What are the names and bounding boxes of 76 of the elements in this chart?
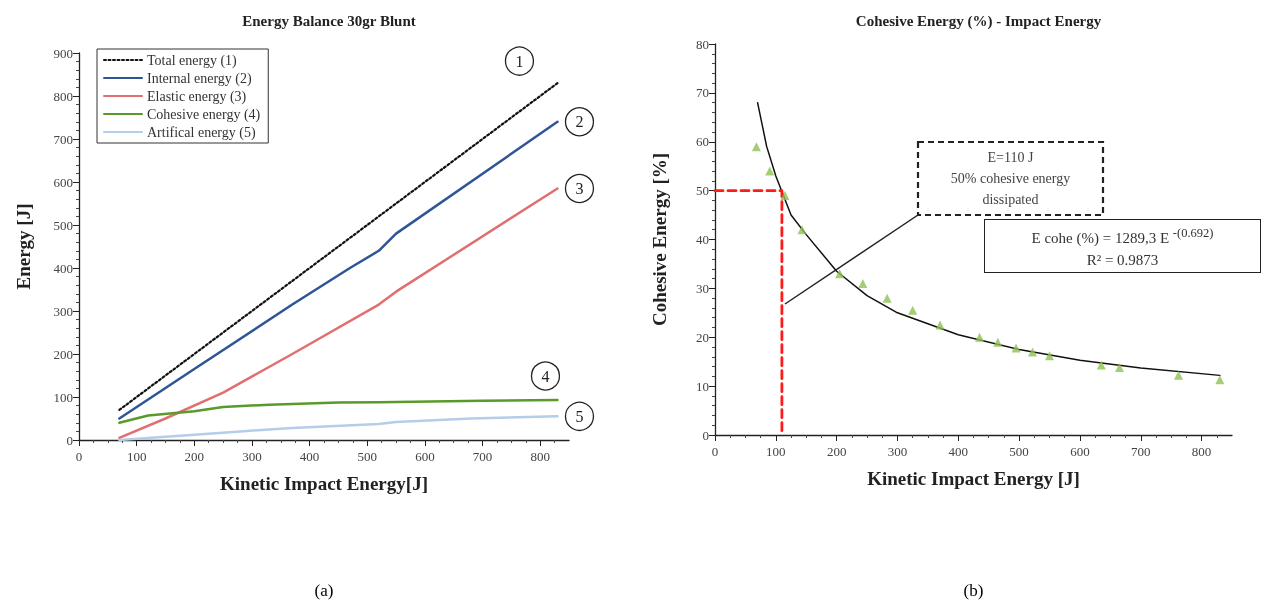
text: 5 — [575, 407, 584, 425]
text: (a) — [314, 580, 334, 600]
x-tick-label: 500 — [357, 449, 377, 464]
point — [858, 278, 868, 288]
line-series — [118, 187, 559, 440]
x-tick-label: 800 — [530, 449, 550, 464]
x-tick-label: 0 — [75, 449, 83, 464]
point — [908, 305, 918, 315]
point — [1096, 360, 1106, 370]
y-tick-label: 0 — [702, 427, 709, 443]
y-tick-label: 70 — [696, 85, 709, 101]
x-tick-label: 200 — [184, 449, 205, 464]
text: 3 — [575, 179, 584, 197]
point — [1173, 370, 1183, 380]
x-tick-label: 300 — [242, 449, 262, 464]
text: (b) — [963, 580, 984, 600]
annotation: 1 — [515, 52, 524, 70]
y-tick-label: 40 — [696, 232, 709, 247]
text: 2 — [575, 113, 584, 131]
x-tick-label: 700 — [472, 449, 493, 464]
legend-label: Cohesive energy (4) — [147, 106, 261, 123]
y-tick-label: 0 — [66, 432, 73, 448]
line-series — [118, 398, 559, 425]
formula-box: E cohe (%) = 1289,3 E $^{-(0.692)}$ R² = 0.9873 — [984, 219, 1261, 273]
point — [993, 337, 1003, 347]
y-tick-label: 200 — [53, 346, 73, 362]
point — [935, 320, 945, 330]
x-tick-label: 100 — [126, 449, 147, 464]
point — [797, 225, 807, 235]
y-tick-label: 10 — [696, 378, 709, 394]
legend-label: Artifical energy (5) — [147, 124, 256, 141]
legend-label: Elastic energy (3) — [147, 88, 247, 105]
y-axis-title: Cohesive Energy [%] — [649, 152, 670, 327]
y-tick-label: 20 — [696, 329, 709, 345]
point — [1011, 343, 1021, 353]
x-tick-label: 800 — [1191, 444, 1212, 459]
annotation: 4 — [541, 367, 550, 385]
point — [1028, 347, 1037, 357]
x-tick-label: 700 — [1131, 444, 1151, 459]
x-tick-label: 300 — [887, 444, 908, 459]
y-tick-label: 800 — [53, 88, 73, 104]
y-tick-label: 60 — [696, 134, 709, 150]
y-tick-label: 30 — [696, 280, 709, 296]
y-axis-title: Energy [J] — [13, 203, 34, 290]
x-tick-label: 400 — [948, 444, 969, 459]
x-tick-label: 500 — [1009, 444, 1029, 459]
chart-title: Cohesive Energy (%) - Impact Energy — [855, 12, 1102, 30]
y-tick-label: 50 — [696, 183, 709, 199]
point — [1114, 363, 1124, 373]
legend-label: Internal energy (2) — [147, 70, 253, 87]
x-axis-title: Kinetic Impact Energy [J] — [867, 468, 1080, 489]
y-tick-label: 400 — [53, 260, 73, 276]
y-tick-label: 700 — [53, 131, 73, 147]
x-tick-label: 600 — [1070, 444, 1090, 459]
x-tick-label: 100 — [766, 444, 786, 459]
y-tick-label: 900 — [53, 45, 73, 61]
point — [780, 191, 790, 201]
point — [882, 293, 892, 303]
legend-label: Total energy (1) — [147, 52, 238, 69]
point — [751, 142, 761, 152]
point — [765, 166, 775, 176]
chart-title: Energy Balance 30gr Blunt — [242, 12, 416, 29]
point — [975, 332, 985, 342]
y-tick-label: 500 — [53, 217, 73, 233]
x-tick-label: 400 — [299, 449, 320, 464]
y-tick-label: 80 — [696, 36, 709, 52]
point — [1045, 351, 1055, 361]
x-tick-label: 0 — [711, 444, 719, 459]
line-series — [118, 415, 559, 442]
y-tick-label: 600 — [53, 174, 73, 190]
x-axis-title: Kinetic Impact Energy[J] — [220, 473, 428, 494]
x-tick-label: 200 — [826, 444, 847, 459]
y-tick-label: 300 — [53, 303, 73, 319]
annotation: E=110 J 50% cohesive energy dissipated — [950, 149, 1071, 209]
x-tick-label: 600 — [415, 449, 435, 464]
y-tick-label: 100 — [53, 389, 73, 405]
